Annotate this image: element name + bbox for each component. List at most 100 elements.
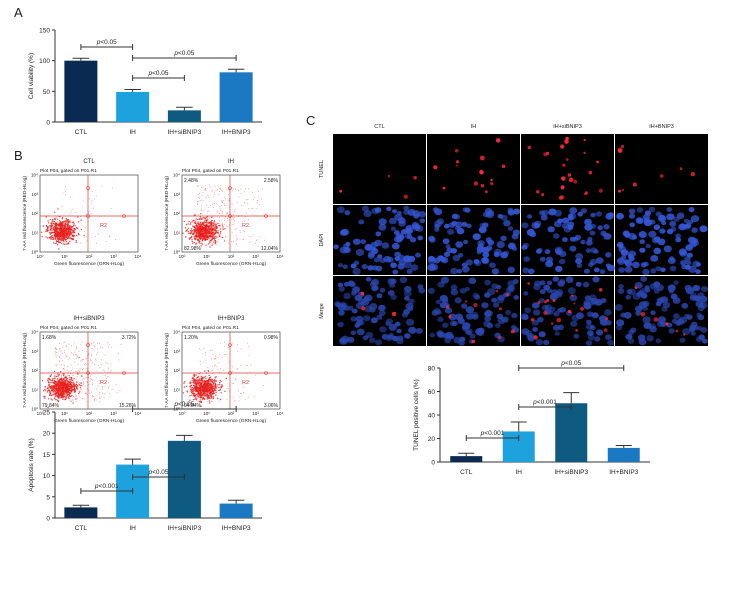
- nucleus: [645, 243, 651, 249]
- tunel-positive-cell: [618, 189, 621, 193]
- flow-event-dot: [192, 233, 195, 236]
- flow-event-dot: [204, 395, 206, 397]
- flow-event-dot: [65, 239, 67, 241]
- flow-event-dot: [66, 227, 69, 229]
- flow-event-dot: [215, 237, 217, 239]
- flow-event-dot: [214, 240, 216, 242]
- flow-event-dot: [53, 227, 55, 230]
- flow-event-dot: [61, 377, 63, 380]
- flow-event-dot: [201, 209, 203, 211]
- nucleus: [503, 220, 511, 227]
- flow-event-dot: [200, 392, 202, 394]
- y-axis-label: Cell viability (%): [28, 53, 35, 99]
- nucleus: [590, 212, 596, 218]
- flow-event-dot: [197, 201, 199, 203]
- nucleus: [448, 334, 455, 340]
- quadrant-handle: [86, 371, 90, 375]
- flow-event-dot: [50, 398, 52, 400]
- microscopy-image: [427, 276, 520, 346]
- flow-event-dot: [222, 228, 224, 230]
- flow-event-dot: [196, 382, 198, 384]
- flow-event-dot: [183, 220, 185, 223]
- flow-event-dot: [203, 217, 205, 219]
- flow-event-dot: [200, 218, 203, 220]
- flow-event-dot: [60, 385, 63, 387]
- flow-event-dot: [201, 207, 202, 209]
- flow-event-dot: [220, 234, 222, 236]
- flow-event-dot: [221, 385, 223, 387]
- nucleus: [338, 310, 345, 316]
- flow-event-dot: [50, 238, 52, 240]
- flow-event-dot: [209, 378, 211, 380]
- tunel-positive-cell: [391, 311, 397, 317]
- nucleus: [673, 313, 680, 320]
- flow-event-dot: [86, 401, 88, 403]
- flow-event-dot: [66, 393, 69, 395]
- nucleus: [539, 210, 545, 216]
- flow-event-dot: [107, 368, 109, 370]
- flow-event-dot: [60, 363, 62, 365]
- nucleus: [603, 224, 610, 230]
- flow-event-dot: [219, 371, 220, 373]
- flow-event-dot: [55, 391, 57, 393]
- nucleus: [454, 214, 461, 220]
- flow-event-dot: [49, 378, 51, 381]
- flow-event-dot: [81, 385, 83, 387]
- microscopy-image: [427, 205, 521, 275]
- flow-event-dot: [73, 396, 75, 398]
- flow-event-dot: [73, 235, 76, 237]
- flow-event-dot: [195, 243, 197, 245]
- flow-event-dot: [191, 240, 193, 243]
- nucleus: [387, 278, 396, 285]
- tunel-positive-cell: [506, 293, 510, 296]
- flow-event-dot: [80, 375, 82, 376]
- flow-event-dot: [77, 364, 79, 366]
- flow-event-dot: [212, 398, 214, 400]
- nucleus: [684, 256, 691, 262]
- flow-event-dot: [211, 390, 213, 392]
- flow-event-dot: [192, 376, 195, 378]
- flow-event-dot: [207, 367, 209, 368]
- flow-event-dot: [95, 370, 97, 372]
- flow-event-dot: [75, 345, 77, 347]
- flow-event-dot: [48, 398, 50, 400]
- flow-event-dot: [218, 212, 220, 214]
- nucleus: [412, 210, 421, 217]
- significance-label: p<0.05: [147, 70, 168, 77]
- flow-event-dot: [214, 364, 216, 366]
- nucleus: [531, 319, 539, 326]
- flow-event-dot: [81, 359, 83, 361]
- flow-event-dot: [232, 224, 234, 226]
- flow-event-dot: [207, 194, 208, 196]
- flow-event-dot: [182, 392, 185, 394]
- significance-label-p: p: [96, 39, 101, 46]
- flow-event-dot: [204, 221, 207, 224]
- tunel-positive-cell: [543, 310, 548, 316]
- flow-event-dot: [204, 220, 206, 222]
- flow-event-dot: [221, 202, 223, 204]
- nucleus: [392, 335, 399, 342]
- nucleus: [406, 268, 413, 274]
- nucleus: [464, 286, 470, 292]
- nucleus: [486, 245, 493, 251]
- significance-label-p: p: [147, 70, 152, 77]
- flow-event-dot: [71, 230, 73, 232]
- flow-event-dot: [108, 344, 110, 346]
- flow-event-dot: [206, 396, 208, 398]
- flow-event-dot: [198, 223, 201, 225]
- flow-event-dot: [54, 392, 56, 395]
- nucleus: [620, 249, 629, 256]
- nucleus: [458, 253, 464, 258]
- tunel-positive-cell: [620, 144, 625, 149]
- flow-event-dot: [73, 222, 75, 224]
- flow-event-dot: [203, 348, 205, 350]
- nucleus: [655, 266, 662, 272]
- flow-event-dot: [70, 387, 72, 389]
- flow-event-dot: [223, 196, 225, 198]
- nucleus: [544, 304, 553, 311]
- flow-event-dot: [70, 225, 72, 227]
- significance-label: p<0.001: [94, 483, 119, 490]
- x-tick-label: IH+siBNIP3: [167, 129, 201, 136]
- flow-event-dot: [58, 237, 60, 239]
- flow-event-dot: [209, 241, 211, 243]
